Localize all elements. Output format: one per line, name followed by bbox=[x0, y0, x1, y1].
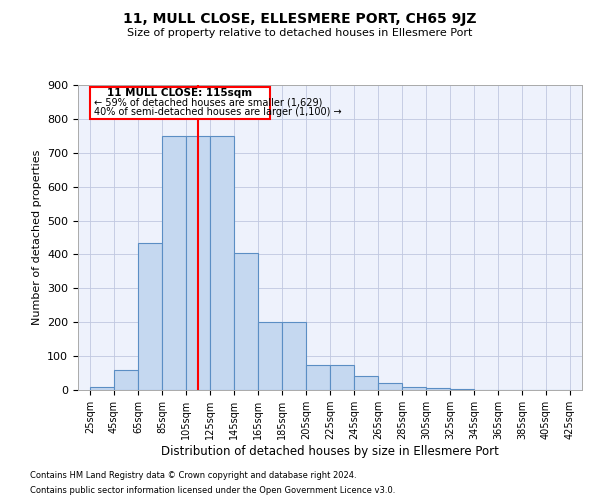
Text: 11, MULL CLOSE, ELLESMERE PORT, CH65 9JZ: 11, MULL CLOSE, ELLESMERE PORT, CH65 9JZ bbox=[123, 12, 477, 26]
Bar bbox=[115, 370, 137, 390]
Bar bbox=[355, 376, 377, 390]
Text: 40% of semi-detached houses are larger (1,100) →: 40% of semi-detached houses are larger (… bbox=[94, 108, 341, 118]
Y-axis label: Number of detached properties: Number of detached properties bbox=[32, 150, 41, 325]
Bar bbox=[163, 136, 185, 390]
Bar bbox=[307, 364, 329, 390]
Bar bbox=[211, 136, 233, 390]
Bar bbox=[235, 253, 257, 390]
Text: Contains HM Land Registry data © Crown copyright and database right 2024.: Contains HM Land Registry data © Crown c… bbox=[30, 471, 356, 480]
Text: Contains public sector information licensed under the Open Government Licence v3: Contains public sector information licen… bbox=[30, 486, 395, 495]
Bar bbox=[403, 386, 425, 390]
Bar bbox=[379, 383, 401, 390]
Bar bbox=[331, 364, 353, 390]
Bar bbox=[283, 322, 305, 390]
Bar bbox=[427, 388, 449, 390]
Text: 11 MULL CLOSE: 115sqm: 11 MULL CLOSE: 115sqm bbox=[107, 88, 253, 99]
FancyBboxPatch shape bbox=[90, 86, 270, 119]
Text: ← 59% of detached houses are smaller (1,629): ← 59% of detached houses are smaller (1,… bbox=[94, 98, 322, 108]
Bar bbox=[91, 386, 113, 390]
X-axis label: Distribution of detached houses by size in Ellesmere Port: Distribution of detached houses by size … bbox=[161, 445, 499, 458]
Text: Size of property relative to detached houses in Ellesmere Port: Size of property relative to detached ho… bbox=[127, 28, 473, 38]
Bar bbox=[139, 242, 161, 390]
Bar bbox=[187, 136, 209, 390]
Bar bbox=[259, 322, 281, 390]
